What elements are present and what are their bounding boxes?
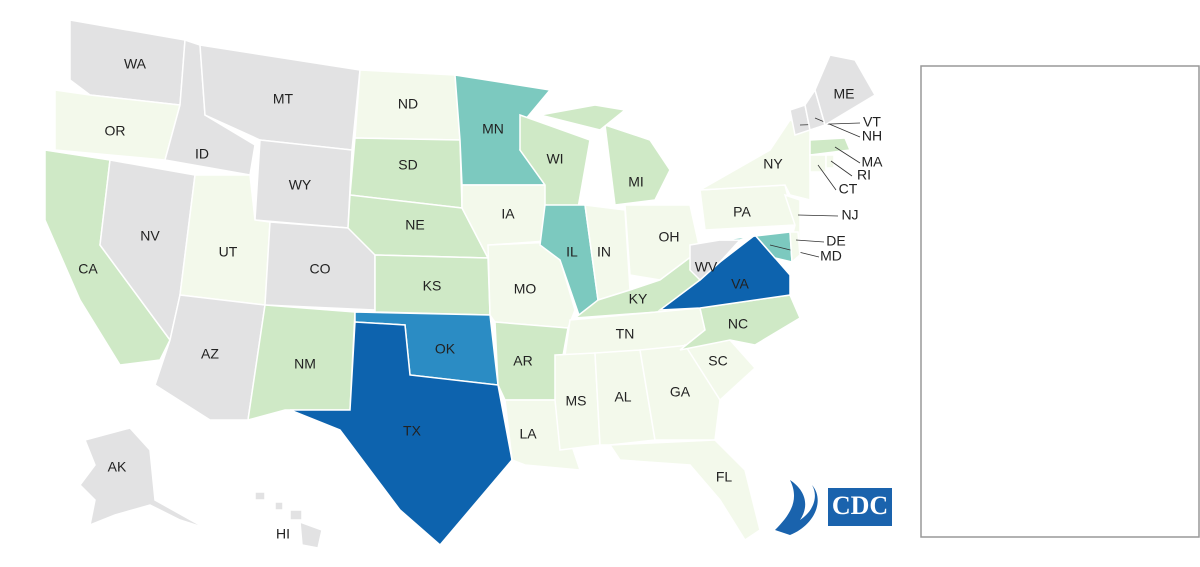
state-label: NM	[294, 356, 316, 372]
state	[679, 294, 801, 351]
state-label: NE	[405, 217, 424, 233]
state-label: ND	[398, 96, 418, 112]
hhs-eagle	[775, 480, 818, 535]
state	[539, 104, 627, 131]
state	[594, 349, 656, 446]
state-label: MT	[273, 91, 294, 107]
state	[604, 123, 671, 206]
state-label: RI	[857, 167, 871, 183]
state-label: LA	[519, 426, 537, 442]
state-label: AR	[513, 353, 532, 369]
state-label: OK	[435, 341, 456, 357]
state-label: MD	[820, 248, 842, 264]
state-label: WA	[124, 56, 147, 72]
state	[809, 154, 827, 173]
state-label: HI	[276, 526, 290, 542]
cdc-text: CDC	[832, 491, 888, 520]
state-label: NH	[862, 128, 882, 144]
state-label: SD	[398, 157, 417, 173]
state-label: NY	[763, 156, 783, 172]
state-label: DE	[826, 233, 845, 249]
state	[789, 231, 801, 264]
state	[554, 352, 601, 451]
state-label: GA	[670, 384, 691, 400]
state-label: ID	[195, 146, 209, 162]
state-label: CA	[78, 261, 98, 277]
cdc-logo: CDC	[775, 480, 892, 535]
state-label: OH	[659, 229, 680, 245]
state-label: MA	[862, 154, 884, 170]
leader-line	[817, 164, 837, 191]
state-label: AK	[108, 459, 127, 475]
state-label: IA	[501, 206, 515, 222]
state-label: OR	[105, 123, 126, 139]
leader-line	[797, 214, 839, 217]
state-label: AL	[614, 389, 631, 405]
state-label: MO	[514, 281, 537, 297]
state-label: IL	[566, 244, 578, 260]
leader-line	[795, 239, 825, 243]
legend-box	[920, 65, 1200, 538]
leader-line	[834, 146, 861, 164]
state	[274, 501, 284, 511]
state-label: MI	[628, 174, 644, 190]
state	[299, 520, 323, 549]
state	[79, 427, 206, 529]
state-label: WY	[289, 177, 312, 193]
state-label: VA	[731, 276, 749, 292]
state-label: NJ	[841, 207, 858, 223]
states: WA OR CA NV ID MT WY UT CO AZ NM ND SD NE KS OK TX MN IA MO…	[44, 19, 884, 549]
state-label: KS	[423, 278, 442, 294]
state-label: UT	[219, 244, 238, 260]
state-label: MS	[566, 393, 587, 409]
state-label: NV	[140, 228, 160, 244]
state-label: AZ	[201, 346, 219, 362]
state-label: TN	[616, 326, 635, 342]
state-label: FL	[716, 469, 733, 485]
state-label: VT	[863, 114, 881, 130]
leader-line	[830, 160, 853, 177]
state-label: NC	[728, 316, 748, 332]
state-label: KY	[629, 291, 648, 307]
state	[809, 137, 852, 156]
state	[254, 491, 266, 501]
state-label: WI	[546, 151, 563, 167]
state-label: CT	[839, 181, 858, 197]
state	[289, 509, 303, 521]
state-label: ME	[834, 86, 855, 102]
state-label: MN	[482, 121, 504, 137]
state-label: IN	[597, 244, 611, 260]
leader-line	[814, 117, 861, 138]
state-label: TX	[403, 423, 422, 439]
state-label: WV	[695, 259, 718, 275]
state	[289, 321, 513, 547]
state	[814, 54, 877, 127]
state	[608, 439, 761, 542]
state-label: CO	[310, 261, 331, 277]
cdc-badge	[828, 488, 892, 526]
state	[825, 154, 835, 169]
state-label: PA	[733, 204, 751, 220]
state-label: SC	[708, 353, 727, 369]
